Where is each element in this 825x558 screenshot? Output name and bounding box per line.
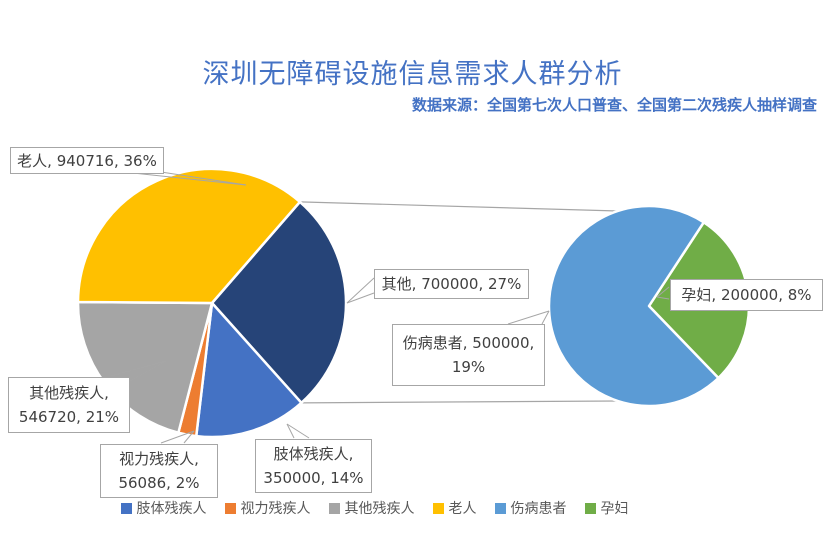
chart-title: 深圳无障碍设施信息需求人群分析 [202, 59, 623, 90]
data-label-limb-disabled: 肢体残疾人, 350000, 14% [255, 439, 372, 493]
leader-line [110, 360, 167, 377]
leader-line [346, 292, 375, 304]
pie-slice-other-combined [210, 200, 348, 405]
leader-line [160, 171, 247, 186]
leader-line [286, 423, 295, 439]
leader-line [541, 310, 550, 325]
legend-label: 孕妇 [600, 501, 629, 517]
leader-line [301, 400, 619, 404]
legend-swatch-icon [224, 502, 236, 514]
legend-item: 肢体残疾人 [120, 498, 207, 518]
legend-swatch-icon [120, 502, 132, 514]
chart-legend: 肢体残疾人 视力残疾人 其他残疾人 老人 伤病患者 孕妇 [0, 498, 787, 518]
leader-line [346, 277, 375, 304]
legend-item: 老人 [432, 498, 477, 518]
leader-line [299, 201, 619, 212]
legend-item: 视力残疾人 [224, 498, 311, 518]
data-label-sick-injured: 伤病患者, 500000, 19% [392, 324, 545, 386]
leader-line [160, 430, 195, 444]
legend-swatch-icon [494, 502, 506, 514]
legend-label: 其他残疾人 [344, 501, 415, 517]
data-label-other-disabled: 其他残疾人, 546720, 21% [8, 377, 130, 433]
leader-line [183, 430, 195, 444]
pie-slice-elderly [76, 167, 302, 305]
legend-label: 老人 [448, 501, 477, 517]
legend-item: 伤病患者 [494, 498, 567, 518]
legend-swatch-icon [328, 502, 340, 514]
legend-label: 伤病患者 [510, 501, 567, 517]
data-label-elderly: 老人, 940716, 36% [10, 147, 164, 174]
legend-label: 肢体残疾人 [136, 501, 207, 517]
chart-source-note: 数据来源：全国第七次人口普查、全国第二次残疾人抽样调查 [411, 96, 817, 114]
legend-label: 视力残疾人 [240, 501, 311, 517]
leader-line [129, 360, 167, 382]
legend-item: 其他残疾人 [328, 498, 415, 518]
leader-line [286, 423, 310, 439]
legend-swatch-icon [584, 502, 596, 514]
leader-line [132, 172, 247, 186]
data-label-pregnant: 孕妇, 200000, 8% [670, 279, 823, 311]
leader-line [507, 310, 550, 325]
legend-swatch-icon [432, 502, 444, 514]
legend-item: 孕妇 [584, 498, 629, 518]
data-label-visually-impaired: 视力残疾人, 56086, 2% [100, 444, 218, 498]
pie-slice-sick-injured [547, 204, 720, 408]
leader-line [656, 296, 670, 300]
leader-line [656, 286, 670, 298]
data-label-other: 其他, 700000, 27% [374, 269, 529, 299]
pie-slice-limb-disabled [195, 301, 303, 439]
